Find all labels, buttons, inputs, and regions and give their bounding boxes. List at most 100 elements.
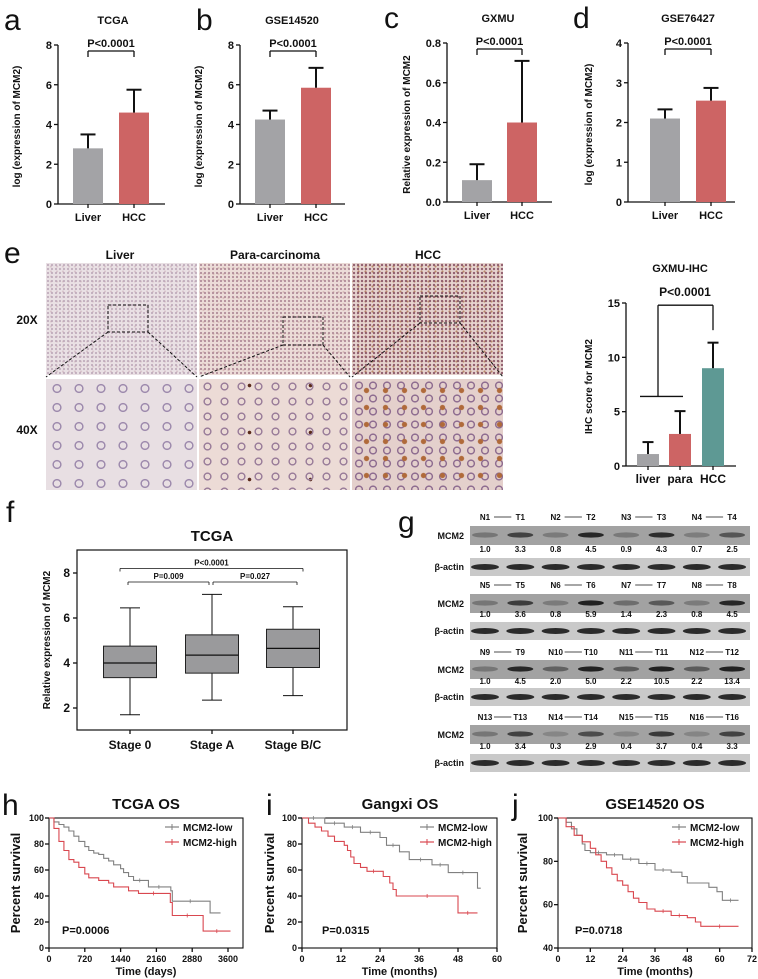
- significance-label: P=0.009: [153, 572, 184, 581]
- histology-column-label: Liver: [106, 248, 135, 262]
- y-axis-label: Percent survival: [262, 833, 277, 933]
- actin-blot-strip: [470, 558, 750, 576]
- actin-band: [647, 760, 676, 766]
- y-tick-label: 10: [608, 352, 620, 364]
- blot-row-label-mcm2: MCM2: [438, 599, 465, 609]
- actin-band: [576, 760, 605, 766]
- p-value-label: P=0.0718: [575, 925, 622, 937]
- p-value-label: P=0.0006: [62, 925, 109, 937]
- chart-title-b: GSE14520: [265, 15, 319, 27]
- mcm2-band: [719, 731, 746, 737]
- band-intensity-value: 2.2: [691, 677, 703, 686]
- y-tick-label: 3: [616, 78, 622, 90]
- band-intensity-value: 1.0: [479, 742, 491, 751]
- y-tick-label: 0.0: [426, 197, 441, 209]
- actin-band: [718, 564, 747, 570]
- lane-label: T3: [657, 513, 667, 522]
- mcm2-band: [542, 532, 569, 538]
- actin-band: [541, 760, 570, 766]
- mcm2-band: [719, 666, 746, 672]
- lane-label: T11: [655, 648, 669, 657]
- bar-hcc: [507, 122, 537, 202]
- x-tick-label: 0: [46, 954, 51, 964]
- y-tick-label: 40: [543, 943, 553, 953]
- significance-label: P<0.0001: [269, 38, 316, 50]
- x-tick-label: 36: [650, 954, 660, 964]
- zoom-region-box: [419, 295, 461, 324]
- mcm2-band: [542, 666, 569, 672]
- lane-label: N13: [478, 713, 493, 722]
- mcm2-band: [683, 532, 710, 538]
- band-intensity-value: 3.6: [515, 610, 527, 619]
- bar-hcc: [119, 112, 149, 204]
- band-intensity-value: 0.4: [621, 742, 633, 751]
- x-tick-label: HCC: [700, 472, 726, 486]
- lane-label: N6: [550, 581, 561, 590]
- y-tick-label: 4: [46, 120, 53, 132]
- bar-hcc: [696, 100, 726, 202]
- actin-band: [506, 694, 535, 700]
- actin-band: [506, 760, 535, 766]
- mcm2-band: [683, 731, 710, 737]
- p-value-label: P=0.0315: [322, 925, 369, 937]
- y-axis-label: Percent survival: [8, 833, 23, 933]
- actin-band: [471, 760, 499, 766]
- lane-label: N14: [548, 713, 563, 722]
- actin-band: [471, 564, 499, 570]
- x-axis-label: Time (months): [362, 966, 438, 978]
- x-tick-label: HCC: [122, 212, 146, 224]
- histology-hcc-20x: [352, 263, 503, 375]
- bar-hcc: [702, 368, 724, 466]
- x-tick-label: Stage A: [190, 738, 235, 752]
- y-axis-label: Relative expression of MCM2: [402, 55, 413, 194]
- y-tick-label: 80: [543, 856, 553, 866]
- y-tick-label: 0.6: [426, 78, 441, 90]
- chart-title-h: TCGA OS: [112, 796, 180, 813]
- panel-label-b: b: [196, 4, 213, 37]
- actin-band: [647, 694, 676, 700]
- lane-label: T9: [516, 648, 526, 657]
- panel-label-f: f: [6, 496, 15, 529]
- panel-label-e: e: [4, 237, 21, 270]
- legend-label: MCM2-high: [438, 838, 492, 849]
- actin-band: [647, 564, 676, 570]
- significance-label: P<0.0001: [194, 559, 229, 568]
- mcm2-band: [577, 731, 604, 737]
- x-tick-label: 0: [555, 954, 560, 964]
- x-axis-label: Time (months): [617, 966, 693, 978]
- band-intensity-value: 0.8: [550, 610, 562, 619]
- mcm2-band: [507, 532, 534, 538]
- actin-band: [541, 564, 570, 570]
- zoom-guide-line: [351, 322, 421, 378]
- mcm2-band: [613, 600, 640, 606]
- lane-label: T2: [586, 513, 596, 522]
- survival-curve-mcm2-high: [302, 817, 478, 914]
- zoom-guide-line: [322, 344, 351, 378]
- actin-blot-strip: [470, 688, 750, 706]
- actin-band: [682, 694, 711, 700]
- x-tick-label: 2160: [146, 954, 166, 964]
- band-intensity-value: 2.2: [621, 677, 633, 686]
- actin-band: [506, 628, 535, 634]
- lane-label: T10: [584, 648, 598, 657]
- y-tick-label: 0.4: [426, 118, 442, 130]
- chart-title-j: GSE14520 OS: [605, 796, 704, 813]
- zoom-guide-line: [45, 331, 109, 378]
- band-intensity-value: 3.3: [727, 742, 739, 751]
- mcm2-band: [507, 600, 534, 606]
- mcm2-band: [542, 600, 569, 606]
- box-1: [185, 634, 239, 674]
- panel-label-g: g: [398, 506, 415, 539]
- lane-label: T14: [584, 713, 598, 722]
- x-tick-label: 36: [414, 954, 424, 964]
- x-tick-label: 12: [585, 954, 595, 964]
- band-intensity-value: 0.4: [691, 742, 703, 751]
- band-intensity-value: 0.8: [691, 610, 703, 619]
- x-tick-label: 3600: [218, 954, 238, 964]
- band-intensity-value: 1.0: [479, 677, 491, 686]
- actin-band: [647, 628, 676, 634]
- lane-label: N15: [619, 713, 634, 722]
- y-tick-label: 40: [287, 891, 297, 901]
- x-tick-label: 48: [682, 954, 692, 964]
- band-intensity-value: 3.4: [515, 742, 527, 751]
